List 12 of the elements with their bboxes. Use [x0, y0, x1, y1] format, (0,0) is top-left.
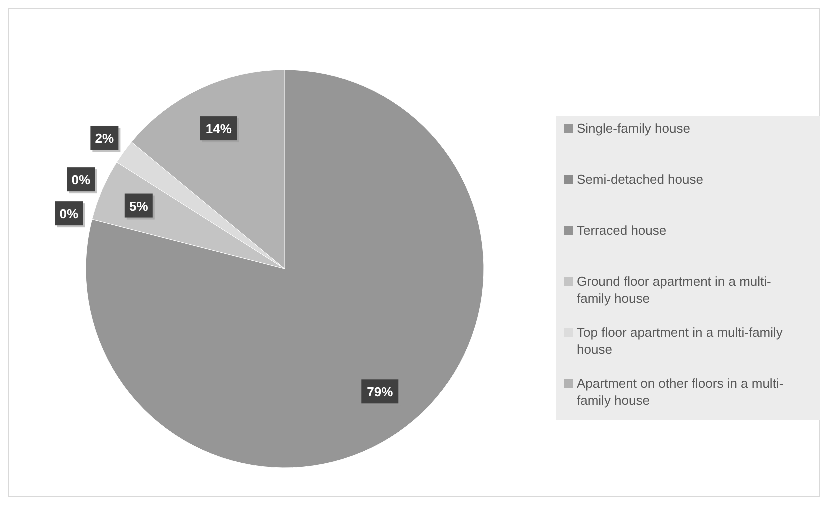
text: 0% [72, 172, 91, 188]
data-label: 5% [129, 198, 149, 214]
legend-label: Semi-detached house [577, 172, 704, 187]
data-label: 79% [367, 384, 394, 400]
legend-label: Ground floor apartment in a multi-family house [577, 274, 772, 306]
legend-label: Top floor apartment in a multi-family house [577, 325, 784, 357]
legend-label: Apartment on other floors in a multi-family house [577, 376, 784, 408]
data-label: 14% [206, 122, 232, 137]
data-label: 2% [95, 130, 115, 146]
legend-label: Terraced house [577, 223, 667, 238]
legend-label: Single-family house [577, 121, 690, 136]
text: 0% [60, 206, 79, 222]
